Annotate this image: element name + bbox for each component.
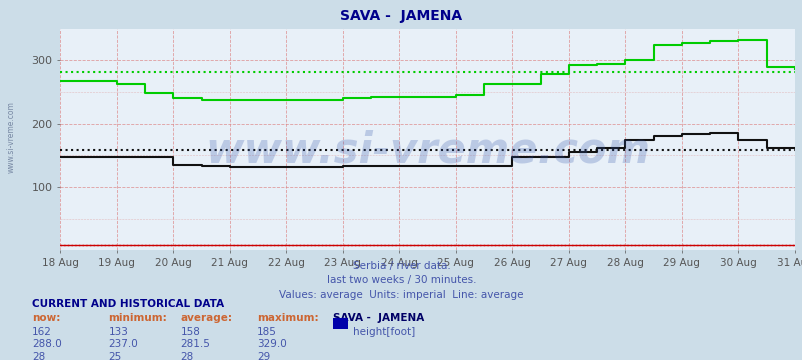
Text: height[foot]: height[foot] [353, 327, 415, 337]
Text: 185: 185 [257, 327, 277, 337]
Text: SAVA -  JAMENA: SAVA - JAMENA [340, 9, 462, 23]
Text: minimum:: minimum: [108, 313, 167, 323]
Text: 288.0: 288.0 [32, 339, 62, 350]
Text: 162: 162 [32, 327, 52, 337]
Text: 237.0: 237.0 [108, 339, 138, 350]
Text: 25: 25 [108, 352, 122, 360]
Text: 281.5: 281.5 [180, 339, 210, 350]
Text: maximum:: maximum: [257, 313, 318, 323]
Text: 28: 28 [32, 352, 46, 360]
Text: 29: 29 [257, 352, 270, 360]
Text: CURRENT AND HISTORICAL DATA: CURRENT AND HISTORICAL DATA [32, 299, 224, 309]
Text: SAVA -  JAMENA: SAVA - JAMENA [333, 313, 424, 323]
Text: average:: average: [180, 313, 233, 323]
Text: www.si-vreme.com: www.si-vreme.com [6, 101, 15, 173]
Text: Serbia / river data.: Serbia / river data. [352, 261, 450, 271]
Text: 329.0: 329.0 [257, 339, 286, 350]
Text: now:: now: [32, 313, 60, 323]
Text: 133: 133 [108, 327, 128, 337]
Text: last two weeks / 30 minutes.: last two weeks / 30 minutes. [326, 275, 476, 285]
Text: 158: 158 [180, 327, 200, 337]
Text: www.si-vreme.com: www.si-vreme.com [205, 130, 650, 172]
Text: 28: 28 [180, 352, 194, 360]
Text: Values: average  Units: imperial  Line: average: Values: average Units: imperial Line: av… [279, 290, 523, 300]
